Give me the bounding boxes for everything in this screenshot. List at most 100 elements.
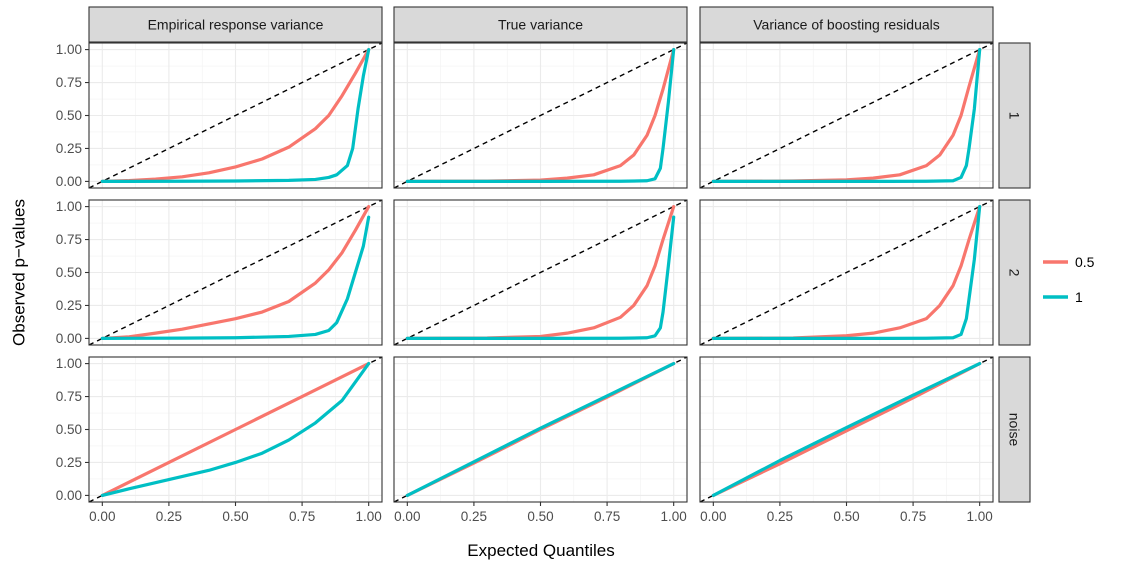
x-tick-label: 0.50	[222, 509, 248, 524]
panel-border	[393, 199, 688, 346]
y-axis-row-noise: 0.00 0.25 0.50 0.75 1.00	[56, 356, 89, 503]
x-tick-label: 0.75	[594, 509, 620, 524]
reference-line	[394, 43, 687, 188]
x-tick-label: 0.00	[394, 509, 420, 524]
y-tick-label: 0.50	[56, 108, 82, 123]
y-tick-label: 1.00	[56, 199, 82, 214]
strip-background	[998, 42, 1031, 189]
series-line-0.5	[100, 47, 371, 184]
strip-true-variance: True variance	[393, 6, 688, 43]
reference-line	[700, 200, 993, 345]
panel-2-true-variance	[393, 199, 688, 346]
series-line-0.5	[100, 361, 371, 498]
reference-line	[700, 43, 993, 188]
series-line-1	[711, 361, 982, 498]
axes-layer: 0.00 0.25 0.50 0.75 1.00 0.00 0.25 0.50 0.75 1.00…	[56, 42, 993, 524]
series-line-1	[405, 361, 676, 498]
x-tick-label: 0.25	[461, 509, 487, 524]
y-tick-label: 0.00	[56, 174, 82, 189]
panel-plot-area	[89, 357, 382, 502]
y-tick-label: 0.25	[56, 455, 82, 470]
panel-noise-true-variance	[393, 356, 688, 503]
panel-noise-variance-of-boosting-residuals	[699, 356, 994, 503]
panel-border	[393, 42, 688, 189]
row-strip-1: 1	[998, 42, 1031, 189]
panel-plot-area	[700, 200, 993, 345]
x-tick-label: 0.00	[700, 509, 726, 524]
series-line-1	[100, 215, 371, 341]
x-tick-label: 0.75	[289, 509, 315, 524]
series-line-1	[405, 215, 676, 341]
legend-label-0.5: 0.5	[1075, 254, 1095, 270]
panel-border	[699, 199, 994, 346]
panel-1-empirical-response-variance	[88, 42, 383, 189]
x-tick-label: 0.25	[156, 509, 182, 524]
legend-label-1: 1	[1075, 289, 1083, 305]
series-line-0.5	[711, 204, 982, 341]
reference-line	[89, 43, 382, 188]
y-axis-row-1: 0.00 0.25 0.50 0.75 1.00	[56, 42, 89, 189]
series-line-1	[711, 47, 982, 184]
strip-label: Empirical response variance	[148, 17, 324, 33]
y-tick-label: 0.75	[56, 232, 82, 247]
row-strip-2: 2	[998, 199, 1031, 346]
strips-layer: Empirical response variance True variance…	[88, 6, 1031, 503]
panel-border	[699, 42, 994, 189]
strip-background	[998, 356, 1031, 503]
x-tick-label: 0.75	[900, 509, 926, 524]
x-tick-label: 0.50	[527, 509, 553, 524]
strip-background	[998, 199, 1031, 346]
y-tick-label: 0.75	[56, 75, 82, 90]
series-line-1	[100, 47, 371, 184]
y-tick-label: 0.50	[56, 422, 82, 437]
panel-noise-empirical-response-variance	[88, 356, 383, 503]
panel-plot-area	[394, 357, 687, 502]
panels-layer	[88, 42, 994, 503]
strip-background	[393, 6, 688, 43]
y-tick-label: 0.75	[56, 389, 82, 404]
y-tick-label: 0.00	[56, 331, 82, 346]
panel-1-variance-of-boosting-residuals	[699, 42, 994, 189]
y-tick-label: 1.00	[56, 356, 82, 371]
panel-plot-area	[394, 43, 687, 188]
row-strip-noise: noise	[998, 356, 1031, 503]
series-line-1	[711, 204, 982, 341]
legend: 0.5 1	[1043, 254, 1095, 305]
panel-plot-area	[89, 200, 382, 345]
x-tick-label: 0.25	[767, 509, 793, 524]
x-tick-label: 1.00	[967, 509, 993, 524]
panel-plot-area	[700, 43, 993, 188]
panel-2-empirical-response-variance	[88, 199, 383, 346]
y-tick-label: 0.25	[56, 141, 82, 156]
strip-background	[699, 6, 994, 43]
x-tick-label: 1.00	[356, 509, 382, 524]
y-tick-label: 0.50	[56, 265, 82, 280]
strip-label: 2	[1007, 269, 1023, 277]
panel-1-true-variance	[393, 42, 688, 189]
x-tick-label: 1.00	[661, 509, 687, 524]
reference-line	[394, 200, 687, 345]
panel-plot-area	[700, 357, 993, 502]
y-tick-label: 0.00	[56, 488, 82, 503]
strip-background	[88, 6, 383, 43]
x-axis-true-variance: 0.00 0.25 0.50 0.75 1.00	[394, 502, 687, 524]
x-tick-label: 0.00	[89, 509, 115, 524]
y-axis-row-2: 0.00 0.25 0.50 0.75 1.00	[56, 199, 89, 346]
panel-plot-area	[89, 43, 382, 188]
strip-label: Variance of boosting residuals	[753, 17, 940, 33]
strip-variance-of-boosting-residuals: Variance of boosting residuals	[699, 6, 994, 43]
series-line-1	[405, 47, 676, 184]
strip-label: True variance	[498, 17, 583, 33]
panel-2-variance-of-boosting-residuals	[699, 199, 994, 346]
series-line-0.5	[100, 204, 371, 341]
y-tick-label: 1.00	[56, 42, 82, 57]
x-axis-empirical-response-variance: 0.00 0.25 0.50 0.75 1.00	[89, 502, 382, 524]
reference-line	[89, 200, 382, 345]
strip-empirical-response-variance: Empirical response variance	[88, 6, 383, 43]
y-axis-title: Observed p−values	[10, 199, 29, 346]
strip-label: noise	[1007, 413, 1023, 447]
x-axis-variance-of-boosting-residuals: 0.00 0.25 0.50 0.75 1.00	[700, 502, 993, 524]
panel-plot-area	[394, 200, 687, 345]
x-axis-title: Expected Quantiles	[467, 541, 614, 560]
